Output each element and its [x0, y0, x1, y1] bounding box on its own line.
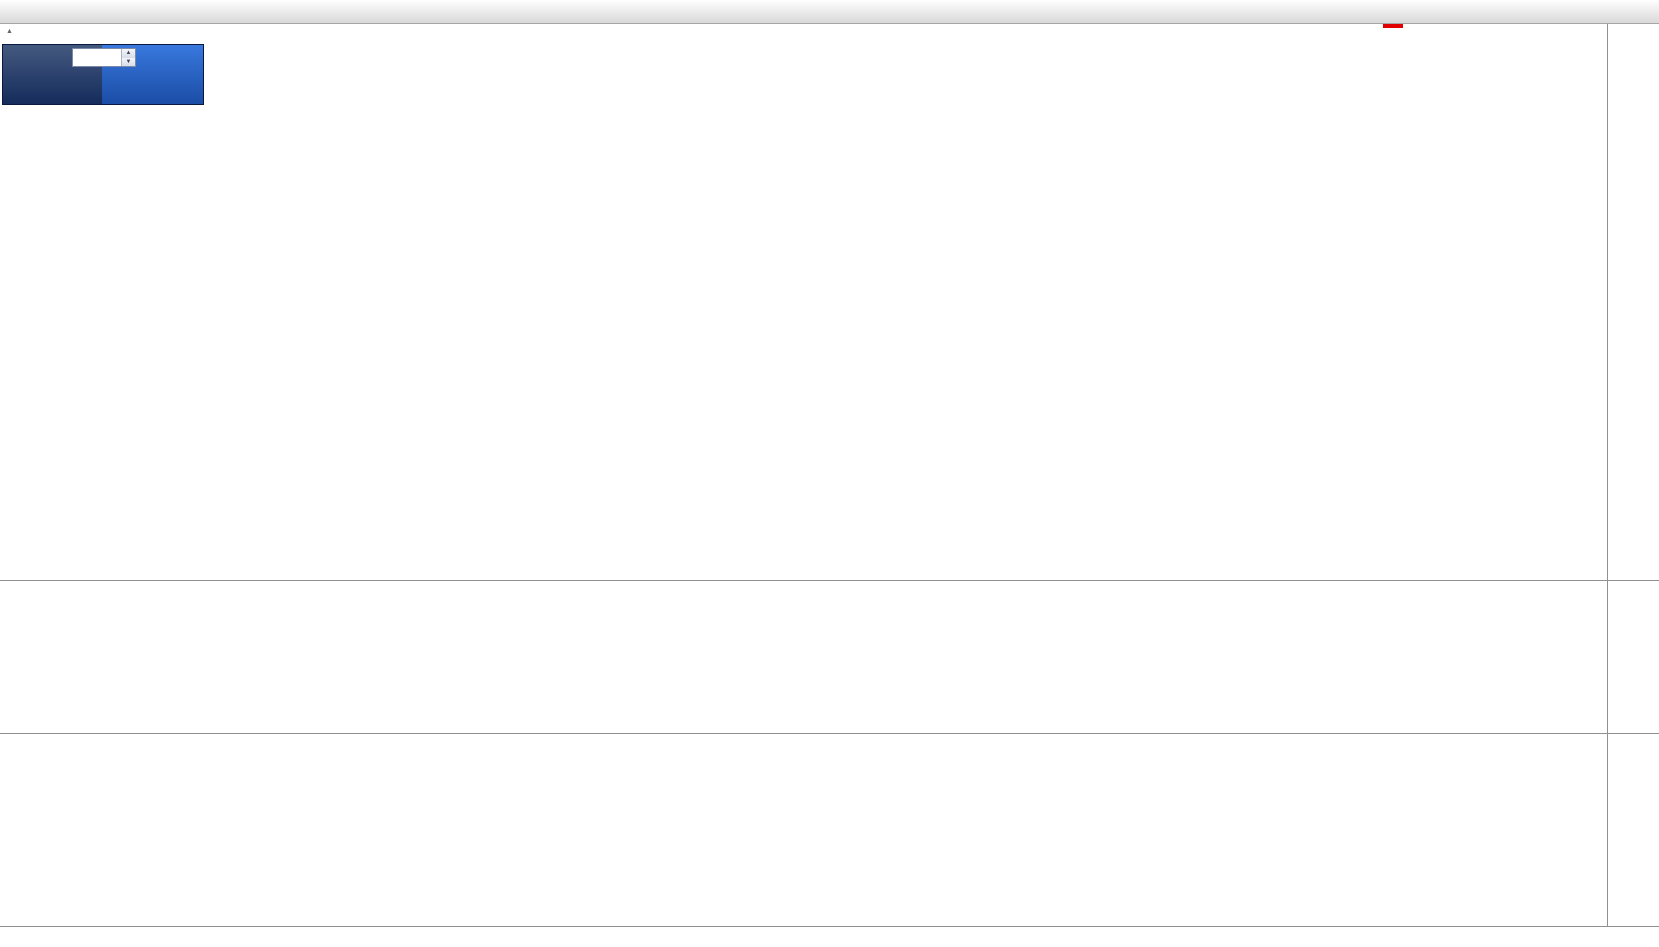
volume-spinner: ▲ ▼	[121, 49, 135, 66]
macd-panel	[0, 580, 1659, 733]
volume-up-button[interactable]: ▲	[122, 49, 135, 58]
volume-box: ▲ ▼	[72, 48, 136, 67]
macd-axis[interactable]	[1607, 581, 1659, 733]
main-chart-panel: ▲ ▲ ▼	[0, 24, 1659, 580]
symbol-marker-icon: ▲	[6, 28, 13, 35]
rsi-canvas[interactable]	[0, 735, 300, 885]
volume-input[interactable]	[73, 49, 121, 66]
volume-down-button[interactable]: ▼	[122, 57, 135, 66]
time-axis[interactable]	[0, 926, 1659, 947]
rsi-panel	[0, 733, 1659, 926]
buy-price	[102, 70, 203, 101]
sell-price	[3, 70, 104, 101]
symbol-info: ▲	[6, 28, 17, 35]
toolbar	[0, 0, 1659, 24]
rsi-axis[interactable]	[1607, 734, 1659, 926]
price-axis[interactable]	[1607, 24, 1659, 580]
price-annotation-label[interactable]	[1383, 24, 1403, 28]
macd-canvas[interactable]	[0, 582, 300, 732]
one-click-trading-panel: ▲ ▼	[2, 44, 204, 105]
